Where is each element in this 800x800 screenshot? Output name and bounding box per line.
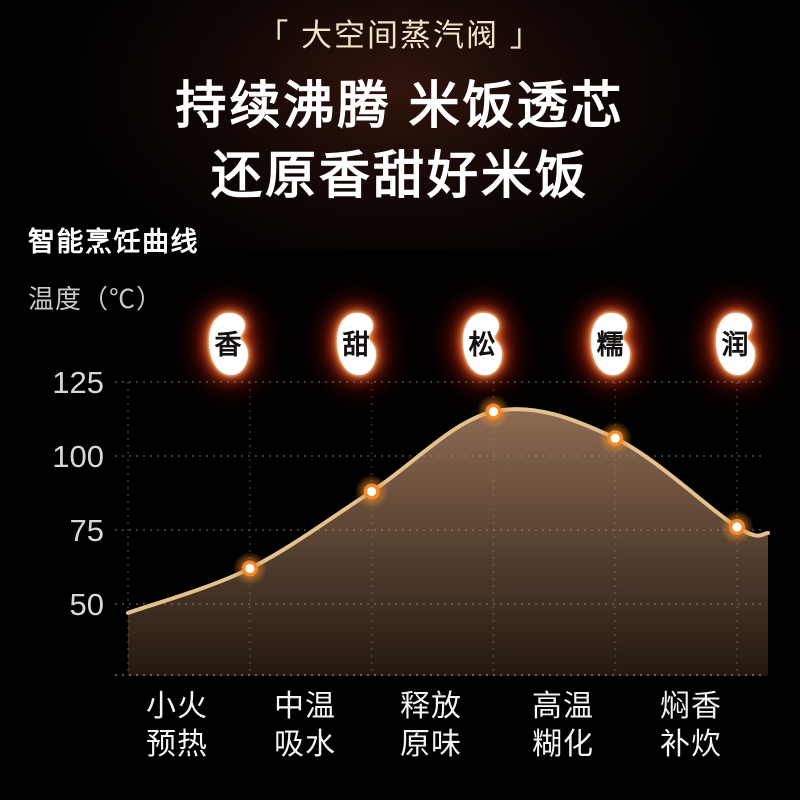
x-axis-label-stage-2: 中温 吸水 — [235, 688, 375, 764]
headline-line-1: 持续沸腾 米饭透芯 — [175, 77, 625, 134]
curve-area-fill — [128, 409, 768, 676]
cooking-curve-chart: 125 100 75 50 — [52, 370, 770, 676]
stage-label-line: 焖香 — [660, 690, 722, 723]
grain-character: 润 — [721, 329, 749, 360]
rice-grain-icon: 甜 — [334, 312, 378, 376]
data-point-core — [245, 563, 255, 574]
x-axis-label-stage-5: 焖香 补炊 — [621, 688, 761, 764]
grain-character: 甜 — [342, 329, 370, 360]
y-tick-label: 125 — [52, 370, 104, 400]
rice-grain-icon: 松 — [460, 312, 504, 376]
y-tick-label: 100 — [52, 439, 104, 474]
data-point — [476, 394, 511, 429]
data-point-core — [610, 433, 620, 443]
y-axis-unit-label: 温度（℃） — [28, 284, 164, 314]
grain-character: 松 — [468, 329, 496, 360]
stage-label-line: 中温 — [274, 690, 336, 723]
rice-grain-icon: 糯 — [588, 312, 632, 376]
x-axis-label-stage-1: 小火 预热 — [107, 688, 247, 764]
data-point — [354, 474, 389, 509]
data-point-core — [367, 486, 377, 497]
data-point — [720, 510, 754, 545]
grain-character: 糯 — [596, 329, 624, 360]
data-point — [232, 551, 267, 586]
rice-grain-icon: 润 — [713, 312, 757, 376]
data-point — [598, 421, 633, 456]
stage-label-line: 预热 — [146, 728, 208, 761]
rice-grain-icon: 香 — [206, 312, 250, 376]
rice-grain-shape — [591, 312, 630, 376]
rice-grain-shape — [716, 312, 755, 376]
stage-label-line: 吸水 — [274, 728, 336, 761]
x-axis-label-stage-3: 释放 原味 — [361, 688, 501, 764]
data-point-core — [488, 407, 498, 417]
chart-title: 智能烹饪曲线 — [28, 227, 199, 257]
background-glow — [0, 0, 800, 250]
stage-label-line: 补炊 — [660, 728, 722, 761]
rice-grain-shape — [337, 312, 376, 376]
stage-label-line: 小火 — [146, 690, 208, 723]
stage-label-line: 糊化 — [532, 728, 594, 761]
x-axis-label-stage-4: 高温 糊化 — [493, 688, 633, 764]
headline-line-2: 还原香甜好米饭 — [210, 147, 589, 204]
rice-grain-shape — [463, 312, 502, 376]
y-tick-label: 75 — [70, 513, 104, 548]
data-point-core — [732, 522, 742, 532]
stage-label-line: 高温 — [532, 690, 594, 723]
y-tick-label: 50 — [70, 587, 104, 622]
grain-character: 香 — [214, 329, 242, 360]
stage-label-line: 释放 — [400, 690, 462, 723]
rice-grain-shape — [209, 312, 248, 376]
stage-label-line: 原味 — [400, 728, 462, 761]
feature-badge: 「 大空间蒸汽阀 」 — [257, 18, 543, 53]
